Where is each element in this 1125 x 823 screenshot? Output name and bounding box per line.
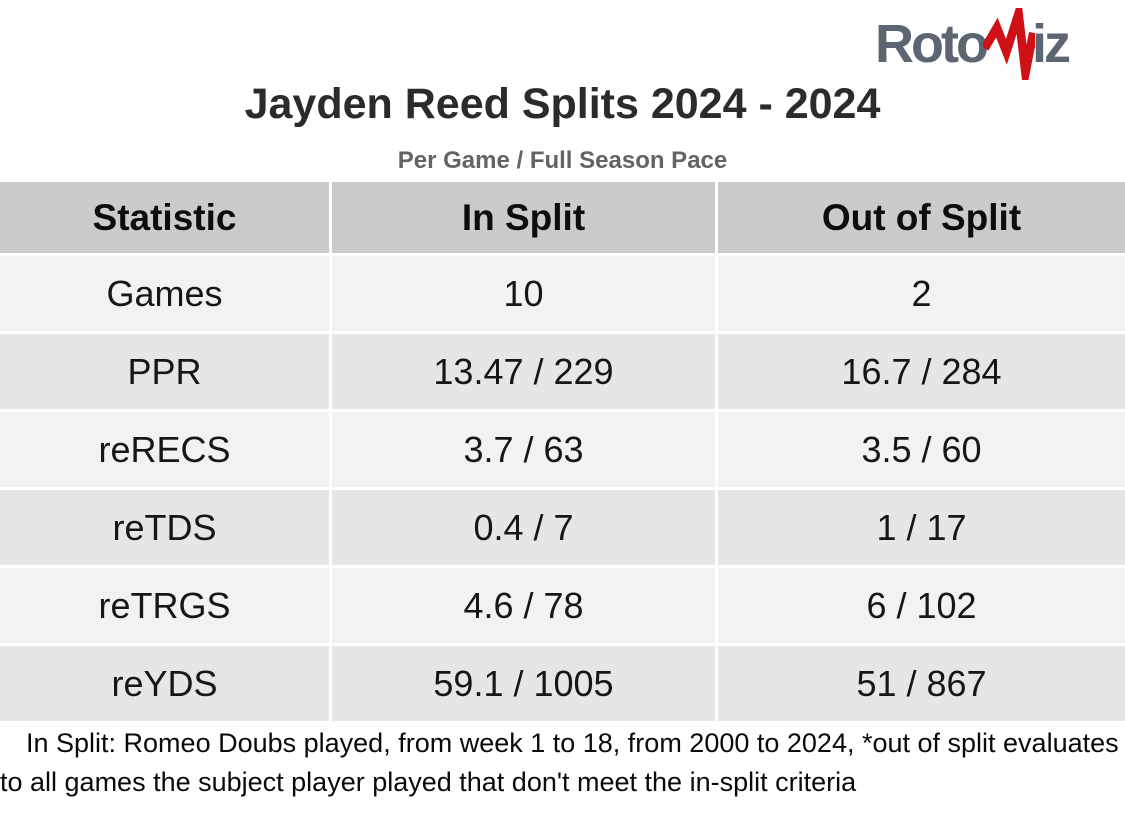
- page-title: Jayden Reed Splits 2024 - 2024: [244, 80, 881, 128]
- in-split-value: 3.7 / 63: [332, 412, 715, 487]
- logo-text-iz: iz: [1031, 14, 1071, 74]
- column-header-statistic: Statistic: [0, 182, 329, 253]
- stat-label: PPR: [0, 334, 329, 409]
- out-of-split-value: 2: [718, 256, 1125, 331]
- out-of-split-value: 6 / 102: [718, 568, 1125, 643]
- column-header-in-split: In Split: [332, 182, 715, 253]
- out-of-split-value: 1 / 17: [718, 490, 1125, 565]
- stat-label: reRECS: [0, 412, 329, 487]
- logo-text-roto: Roto: [875, 14, 989, 74]
- rotoviz-logo: Roto iz: [875, 8, 1071, 80]
- stat-label: reTDS: [0, 490, 329, 565]
- in-split-value: 0.4 / 7: [332, 490, 715, 565]
- stat-label: reYDS: [0, 646, 329, 721]
- in-split-value: 4.6 / 78: [332, 568, 715, 643]
- out-of-split-value: 16.7 / 284: [718, 334, 1125, 409]
- column-header-out-of-split: Out of Split: [718, 182, 1125, 253]
- rotoviz-zigzag-icon: [982, 8, 1035, 80]
- splits-table: Statistic In Split Out of Split Games 10…: [0, 182, 1125, 721]
- page-subtitle: Per Game / Full Season Pace: [397, 147, 728, 174]
- stat-label: reTRGS: [0, 568, 329, 643]
- in-split-value: 10: [332, 256, 715, 331]
- footnote: In Split: Romeo Doubs played, from week …: [0, 728, 1119, 797]
- out-of-split-value: 51 / 867: [718, 646, 1125, 721]
- in-split-value: 13.47 / 229: [332, 334, 715, 409]
- out-of-split-value: 3.5 / 60: [718, 412, 1125, 487]
- stat-label: Games: [0, 256, 329, 331]
- in-split-value: 59.1 / 1005: [332, 646, 715, 721]
